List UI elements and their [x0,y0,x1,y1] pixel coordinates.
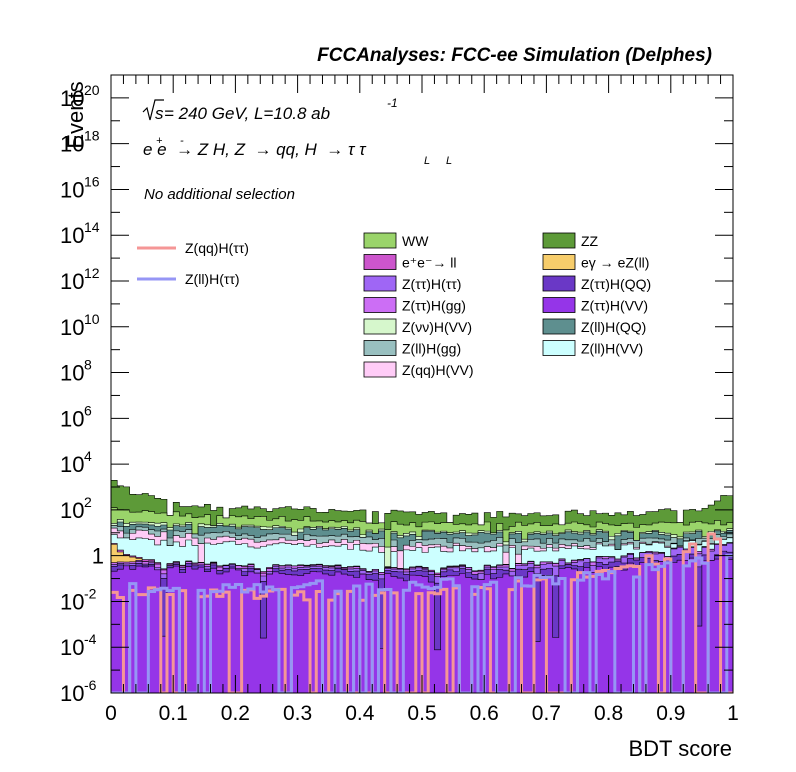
y-tick-exponent: -2 [84,585,97,601]
x-tick-label: 0.3 [283,702,312,725]
x-tick-label: 0.6 [470,702,499,725]
sqrt-sign-icon [142,99,164,121]
process-sup-plus: + [156,135,163,147]
x-tick-label: 0.4 [345,702,375,725]
y-tick-exponent: 20 [84,82,100,98]
legend-fill-swatch [542,275,576,292]
y-tick-label: 10 [60,86,84,111]
legend-fill-label: Z(ττ)H(gg) [402,298,466,314]
legend-line-label: Z(qq)H(ττ) [185,240,249,256]
legend-fill-label: Z(qq)H(VV) [402,362,474,378]
y-axis-label: Events [63,81,88,148]
legend-fill-swatch [363,232,397,249]
x-tick-label: 0.7 [532,702,561,725]
y-tick-label: 10 [60,177,84,202]
y-tick-label: 10 [60,406,84,431]
y-tick-exponent: 12 [84,265,100,281]
x-axis-label: BDT score [628,736,732,761]
legend-fill-swatch [542,297,576,313]
signal-lines [111,532,733,693]
y-tick-label: 10 [60,269,84,294]
x-tick-label: 0.1 [159,702,188,725]
x-tick-label: 0.2 [221,702,250,725]
selection-label: No additional selection [144,186,295,203]
legend-fill-swatch [542,232,576,249]
y-tick-exponent: 10 [84,311,100,327]
legend-fill-label: Z(ττ)H(QQ) [581,276,651,292]
legend-fill-swatch [363,340,397,356]
legend-fill-swatch [363,297,397,313]
legend-fill-label: Z(ll)H(QQ) [581,319,646,335]
legend-fill-swatch [363,275,397,292]
legend-fill-label: Z(ll)H(gg) [402,341,461,357]
signal-line-1 [111,553,733,693]
x-tick-label: 0.8 [594,702,623,725]
y-tick-exponent: -4 [84,631,97,647]
legend-fill-label: e⁺e⁻→ ll [402,255,456,271]
y-tick-label: 10 [60,223,84,248]
annotation-block: s = 240 GeV, L=10.8 ab -1 e e → Z H, Z →… [142,96,452,203]
energy-lumi-label: = 240 GeV, L=10.8 ab [164,104,330,123]
legend-fill-swatch [542,340,576,356]
legend-fill-swatch [363,361,397,378]
axis-ticks [110,75,734,694]
y-tick-exponent: 4 [84,448,92,464]
legend-background: WW ZZ e⁺e⁻→ ll eγ → eZ(ll) Z(ττ)H(ττ) Z(ττ)H(… [363,232,651,378]
y-tick-exponent: 18 [84,128,100,144]
process-main: e e → Z H, Z → qq, H → τ τ [143,140,367,159]
process-sup-minus: - [180,135,184,147]
legend-line-label: Z(ll)H(ττ) [185,271,240,287]
legend-fill-label: Z(ll)H(VV) [581,341,643,357]
y-tick-label: 10 [60,452,84,477]
x-tick-label: 0.9 [656,702,685,725]
chart-title: FCCAnalyses: FCC-ee Simulation (Delphes) [317,45,712,66]
y-tick-label: 10 [60,315,84,340]
x-tick-label: 0.5 [407,702,436,725]
y-tick-label: 10 [60,361,84,386]
y-tick-label: 10 [60,681,84,706]
y-tick-exponent: 6 [84,402,92,418]
tick-labels: 0 0.1 0.2 0.3 0.4 0.5 0.6 0.7 0.8 0.9 110 -610 -410-… [60,82,739,725]
y-tick-label: 10 [60,589,84,614]
legend-fill-label: eγ → eZ(ll) [581,255,649,271]
legend-fill-label: ZZ [581,233,599,249]
process-sub-1: L [424,155,430,167]
y-tick-exponent: 14 [84,219,100,235]
legend-fill-swatch [542,254,576,270]
x-tick-label: 0 [105,702,117,725]
y-tick-label: 10 [60,132,84,157]
y-tick-exponent: 2 [84,494,92,510]
y-tick-label: 1 [92,544,104,569]
y-tick-exponent: 16 [84,173,100,189]
y-tick-label: 10 [60,635,84,660]
legend-signal: Z(qq)H(ττ) Z(ll)H(ττ) [137,240,249,287]
process-sub-2: L [446,155,452,167]
legend-fill-label: Z(νν)H(VV) [402,319,472,335]
y-tick-exponent: 8 [84,357,92,373]
legend-fill-label: Z(ττ)H(VV) [581,298,648,314]
legend-fill-swatch [363,318,397,335]
legend-fill-label: Z(ττ)H(ττ) [402,276,461,292]
legend-fill-label: WW [402,233,429,249]
legend-fill-swatch [363,254,397,270]
y-tick-exponent: -6 [84,677,97,693]
lumi-exponent: -1 [387,96,398,110]
process-label: e e → Z H, Z → qq, H → τ τ [143,140,367,159]
legend-fill-swatch [542,318,576,335]
y-tick-label: 10 [60,498,84,523]
x-tick-label: 1 [727,702,739,725]
sqrt-s-label: s [155,104,164,123]
